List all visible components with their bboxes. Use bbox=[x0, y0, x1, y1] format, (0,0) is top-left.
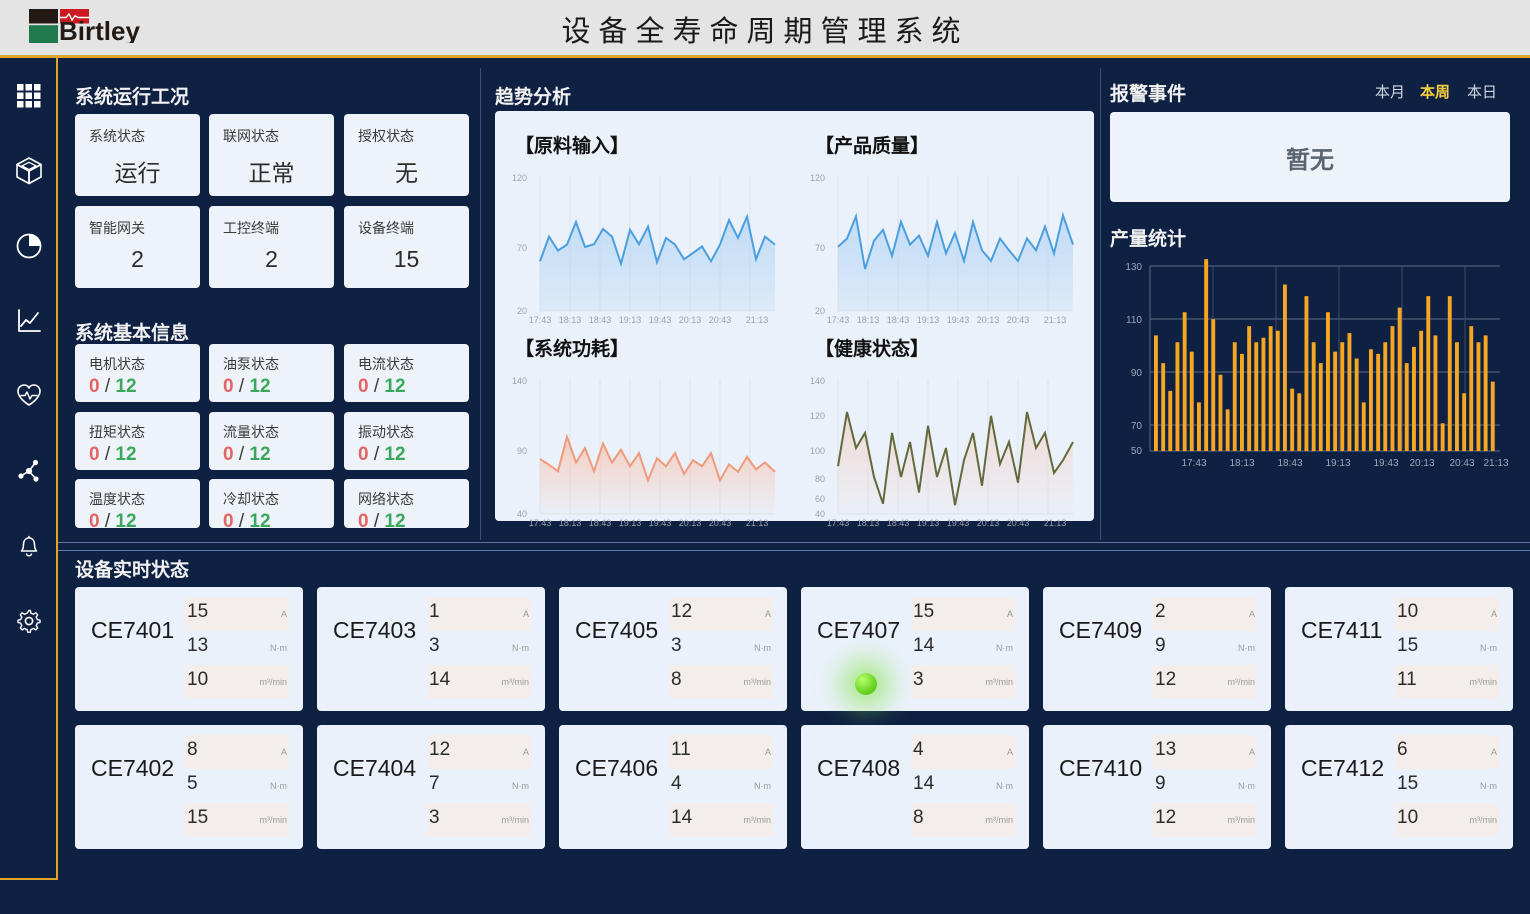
svg-text:20:43: 20:43 bbox=[1449, 458, 1474, 469]
svg-text:120: 120 bbox=[512, 173, 527, 183]
svg-text:19:43: 19:43 bbox=[947, 518, 970, 528]
svg-text:17:43: 17:43 bbox=[827, 518, 850, 528]
svg-text:21:13: 21:13 bbox=[746, 518, 769, 528]
svg-text:18:43: 18:43 bbox=[589, 315, 612, 325]
svg-text:17:43: 17:43 bbox=[827, 315, 850, 325]
svg-text:18:43: 18:43 bbox=[887, 315, 910, 325]
svg-text:70: 70 bbox=[1131, 421, 1143, 432]
svg-text:20:13: 20:13 bbox=[679, 518, 702, 528]
svg-text:19:43: 19:43 bbox=[649, 315, 672, 325]
svg-text:50: 50 bbox=[1131, 446, 1143, 457]
svg-text:20:43: 20:43 bbox=[709, 315, 732, 325]
svg-text:140: 140 bbox=[810, 376, 825, 386]
svg-text:90: 90 bbox=[1131, 368, 1143, 379]
svg-text:70: 70 bbox=[517, 243, 527, 253]
svg-text:18:43: 18:43 bbox=[887, 518, 910, 528]
svg-text:120: 120 bbox=[810, 411, 825, 421]
svg-text:19:13: 19:13 bbox=[1325, 458, 1350, 469]
svg-text:130: 130 bbox=[1125, 262, 1142, 273]
svg-text:40: 40 bbox=[815, 509, 825, 519]
svg-text:17:43: 17:43 bbox=[1181, 458, 1206, 469]
svg-text:18:43: 18:43 bbox=[589, 518, 612, 528]
svg-text:20:13: 20:13 bbox=[977, 315, 1000, 325]
svg-text:110: 110 bbox=[1126, 315, 1142, 326]
svg-text:17:43: 17:43 bbox=[529, 315, 552, 325]
svg-text:40: 40 bbox=[517, 509, 527, 519]
svg-text:18:13: 18:13 bbox=[559, 315, 582, 325]
svg-text:100: 100 bbox=[810, 446, 825, 456]
svg-text:18:43: 18:43 bbox=[1277, 458, 1302, 469]
svg-text:19:43: 19:43 bbox=[947, 315, 970, 325]
svg-text:21:13: 21:13 bbox=[746, 315, 769, 325]
svg-text:20:13: 20:13 bbox=[977, 518, 1000, 528]
svg-text:18:13: 18:13 bbox=[857, 315, 880, 325]
svg-text:19:43: 19:43 bbox=[1373, 458, 1398, 469]
svg-text:21:13: 21:13 bbox=[1044, 315, 1067, 325]
svg-text:20:43: 20:43 bbox=[1007, 518, 1030, 528]
svg-text:140: 140 bbox=[512, 376, 527, 386]
svg-text:19:13: 19:13 bbox=[917, 518, 940, 528]
svg-text:20:13: 20:13 bbox=[679, 315, 702, 325]
svg-text:20: 20 bbox=[815, 306, 825, 316]
svg-text:18:13: 18:13 bbox=[559, 518, 582, 528]
svg-text:60: 60 bbox=[815, 494, 825, 504]
svg-text:18:13: 18:13 bbox=[857, 518, 880, 528]
svg-text:90: 90 bbox=[517, 446, 527, 456]
svg-text:120: 120 bbox=[810, 173, 825, 183]
svg-text:21:13: 21:13 bbox=[1044, 518, 1067, 528]
svg-text:70: 70 bbox=[815, 243, 825, 253]
svg-text:20:43: 20:43 bbox=[709, 518, 732, 528]
svg-text:20: 20 bbox=[517, 306, 527, 316]
svg-text:19:13: 19:13 bbox=[619, 518, 642, 528]
svg-text:20:13: 20:13 bbox=[1409, 458, 1434, 469]
svg-text:19:43: 19:43 bbox=[649, 518, 672, 528]
svg-text:19:13: 19:13 bbox=[619, 315, 642, 325]
svg-text:18:13: 18:13 bbox=[1229, 458, 1254, 469]
svg-text:20:43: 20:43 bbox=[1007, 315, 1030, 325]
svg-text:80: 80 bbox=[815, 474, 825, 484]
svg-text:21:13: 21:13 bbox=[1483, 458, 1508, 469]
svg-text:19:13: 19:13 bbox=[917, 315, 940, 325]
svg-text:17:43: 17:43 bbox=[529, 518, 552, 528]
